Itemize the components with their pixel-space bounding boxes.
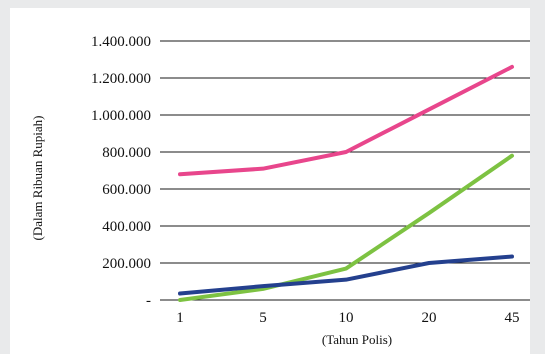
y-tick-label: 800.000: [102, 145, 151, 161]
y-tick-label: 200.000: [102, 256, 151, 272]
y-tick-label: 1.000.000: [91, 108, 151, 124]
x-tick-label: 10: [339, 310, 354, 326]
x-tick-label: 45: [505, 310, 520, 326]
y-tick-label: 1.200.000: [91, 71, 151, 87]
x-tick-label: 20: [422, 310, 437, 326]
y-tick-label: -: [146, 293, 151, 309]
y-tick-label: 600.000: [102, 182, 151, 198]
series-lines: [178, 64, 514, 302]
series-line-1: [178, 64, 514, 177]
line-chart: - 200.000 400.000 600.000 800.000 1.000.000 1.…: [30, 34, 530, 347]
chart-panel: - 200.000 400.000 600.000 800.000 1.000.000 1.…: [10, 8, 530, 354]
y-axis-tick-labels: - 200.000 400.000 600.000 800.000 1.000.000 1.…: [91, 34, 151, 309]
y-tick-label: 1.400.000: [91, 34, 151, 50]
x-axis-title: (Tahun Polis): [322, 332, 392, 347]
x-tick-label: 1: [176, 310, 184, 326]
y-axis-title: (Dalam Ribuan Rupiah): [30, 116, 45, 241]
series-line-3: [178, 254, 514, 296]
y-tick-label: 400.000: [102, 219, 151, 235]
series-line-2: [178, 153, 514, 302]
x-tick-label: 5: [259, 310, 267, 326]
x-axis-tick-labels: 1 5 10 20 45: [176, 310, 519, 326]
